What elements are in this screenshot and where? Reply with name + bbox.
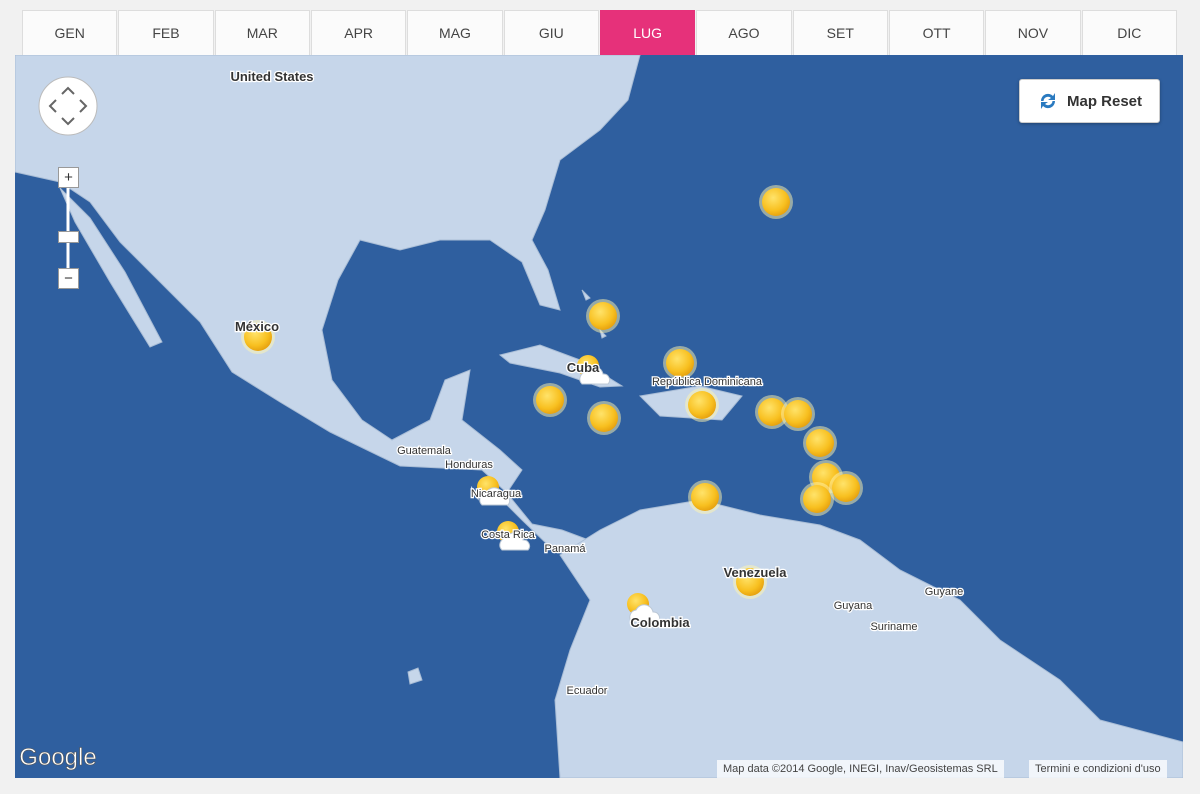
map-label: Nicaragua bbox=[471, 488, 522, 500]
zoom-out[interactable]: − bbox=[58, 268, 79, 289]
weather-markers bbox=[241, 185, 863, 623]
tab[interactable]: GIU bbox=[503, 10, 599, 55]
terms-link[interactable]: Termini e condizioni d'uso bbox=[1029, 760, 1167, 778]
tab[interactable]: OTT bbox=[888, 10, 985, 55]
map-label: Costa Rica bbox=[481, 529, 536, 541]
reset-icon bbox=[1040, 93, 1055, 109]
sun bbox=[691, 483, 719, 511]
map-label: Guyana bbox=[834, 600, 873, 612]
tab[interactable]: AGO bbox=[696, 10, 792, 55]
map-label: Honduras bbox=[445, 459, 493, 471]
map-label: Suriname bbox=[870, 621, 917, 633]
sun bbox=[762, 188, 790, 216]
cloud bbox=[479, 487, 510, 506]
sun bbox=[784, 400, 812, 428]
map-reset-label: Map Reset bbox=[1066, 92, 1143, 110]
map-label: República Dominicana bbox=[652, 376, 763, 388]
tab[interactable]: MAR bbox=[214, 10, 310, 55]
cloud bbox=[579, 366, 610, 385]
cloud-marker[interactable] bbox=[477, 476, 510, 506]
sun bbox=[589, 302, 617, 330]
sun-marker[interactable] bbox=[241, 320, 275, 354]
tab[interactable]: DIC bbox=[1081, 10, 1177, 55]
sun bbox=[666, 349, 694, 377]
sun bbox=[590, 404, 618, 432]
zoom-slider[interactable] bbox=[58, 231, 79, 243]
sun-marker[interactable] bbox=[688, 480, 722, 514]
cloud bbox=[629, 604, 660, 623]
map-label: United States bbox=[230, 69, 313, 84]
tab[interactable]: SET bbox=[792, 10, 888, 55]
cloud bbox=[499, 532, 530, 551]
map-label: México bbox=[235, 319, 279, 334]
map-label: Ecuador bbox=[567, 685, 608, 697]
sun bbox=[758, 398, 786, 426]
tab[interactable]: NOV bbox=[985, 10, 1081, 55]
map-label: Venezuela bbox=[724, 565, 788, 580]
sun-marker[interactable] bbox=[663, 346, 697, 380]
zoom-in[interactable]: + bbox=[58, 167, 79, 188]
sun-marker[interactable] bbox=[759, 185, 793, 219]
map-label: Colombia bbox=[630, 615, 690, 630]
tab[interactable]: MAG bbox=[407, 10, 503, 55]
map-label: Cuba bbox=[567, 360, 600, 375]
sun bbox=[244, 323, 272, 351]
sun-marker[interactable] bbox=[587, 401, 621, 435]
sun-marker[interactable] bbox=[733, 565, 767, 599]
sun-marker[interactable] bbox=[685, 388, 719, 422]
cloud-marker[interactable] bbox=[577, 355, 610, 385]
sun-marker[interactable] bbox=[781, 397, 815, 431]
tab[interactable]: FEB bbox=[118, 10, 214, 55]
cloud-marker[interactable] bbox=[627, 593, 660, 623]
sun-marker[interactable] bbox=[800, 482, 834, 516]
map-label: Guyane bbox=[925, 586, 964, 598]
sun-marker[interactable] bbox=[533, 383, 567, 417]
sun-marker[interactable] bbox=[803, 426, 837, 460]
sun-marker[interactable] bbox=[755, 395, 789, 429]
sun bbox=[536, 386, 564, 414]
google-logo: Google bbox=[19, 744, 96, 771]
map-label: Guatemala bbox=[397, 445, 452, 457]
tab-active[interactable]: LUG bbox=[599, 10, 696, 64]
sun-marker[interactable] bbox=[586, 299, 620, 333]
attribution: Map data ©2014 Google, INEGI, Inav/Geosi… bbox=[717, 760, 1004, 778]
sun bbox=[806, 429, 834, 457]
tab[interactable]: GEN bbox=[22, 10, 118, 55]
month-tabs: GEN FEB MAR APR MAG GIU LUG AGO SET OTT … bbox=[22, 10, 1178, 64]
tab[interactable]: APR bbox=[310, 10, 407, 55]
sun bbox=[736, 568, 764, 596]
sun bbox=[832, 474, 860, 502]
map-label: Panamá bbox=[545, 543, 587, 555]
land bbox=[15, 55, 1183, 778]
map-reset-button[interactable]: Map Reset bbox=[1019, 79, 1160, 123]
sun bbox=[688, 391, 716, 419]
sun-marker[interactable] bbox=[829, 471, 863, 505]
map[interactable]: United States México Cuba República Domi… bbox=[15, 55, 1183, 778]
sun bbox=[803, 485, 831, 513]
map-labels: United States México Cuba República Domi… bbox=[229, 68, 964, 699]
cloud-marker[interactable] bbox=[497, 521, 530, 551]
pan-control[interactable] bbox=[38, 76, 98, 136]
